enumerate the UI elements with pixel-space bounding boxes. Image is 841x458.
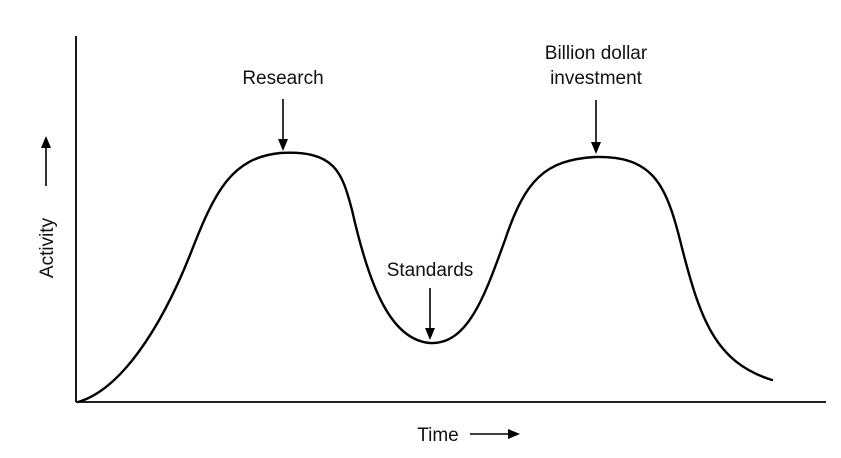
standards-label: Standards <box>387 260 474 281</box>
y-axis-direction-arrowhead <box>41 136 51 148</box>
billion-dollar-label-line2: investment <box>550 68 643 89</box>
standards-pointer-arrowhead <box>425 328 435 340</box>
billion-dollar-pointer-arrowhead <box>591 142 601 154</box>
activity-curve <box>76 151 774 404</box>
x-axis-direction-arrowhead <box>508 429 520 439</box>
research-label: Research <box>242 68 323 89</box>
billion-dollar-label-line1: Billion dollar <box>545 43 648 64</box>
research-pointer-arrowhead <box>278 139 288 151</box>
y-axis-label: Activity <box>37 217 58 278</box>
x-axis-label: Time <box>417 425 459 446</box>
